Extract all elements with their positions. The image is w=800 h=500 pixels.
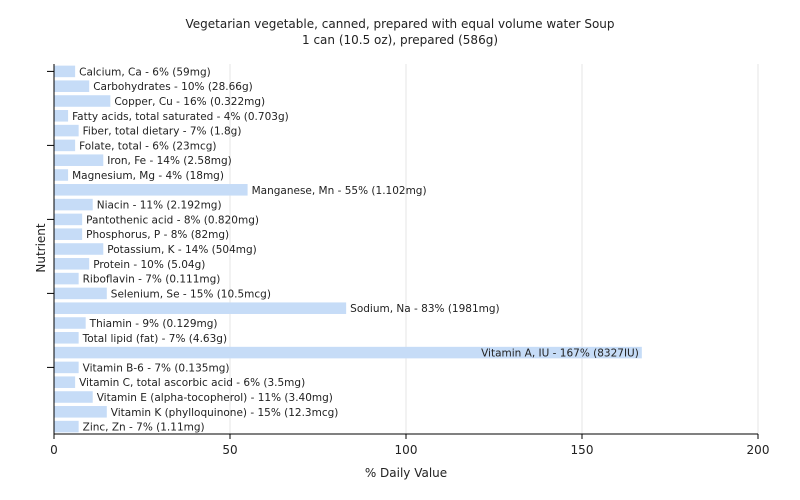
bar-11 <box>54 228 83 240</box>
bar-label-10: Pantothenic acid - 8% (0.820mg) <box>86 214 259 226</box>
bar-label-5: Folate, total - 6% (23mcg) <box>79 140 216 152</box>
bar-12 <box>54 243 104 255</box>
y-axis <box>47 64 55 434</box>
x-tick-label-200: 200 <box>747 443 770 457</box>
bar-label-24: Zinc, Zn - 7% (1.11mg) <box>83 422 205 434</box>
bar-22 <box>54 391 93 403</box>
bar-label-22: Vitamin E (alpha-tocopherol) - 11% (3.40… <box>97 392 333 404</box>
bar-label-4: Fiber, total dietary - 7% (1.8g) <box>83 126 242 138</box>
bar-16 <box>54 302 347 314</box>
bars: Calcium, Ca - 6% (59mg) Carbohydrates - 1… <box>54 65 642 434</box>
bar-label-13: Protein - 10% (5.04g) <box>93 259 205 271</box>
bar-label-14: Riboflavin - 7% (0.111mg) <box>83 274 221 286</box>
bar-14 <box>54 272 79 285</box>
bar-23 <box>54 406 107 418</box>
bar-label-19: Vitamin A, IU - 167% (8327IU) <box>481 348 639 360</box>
bar-7 <box>54 169 69 181</box>
chart-title: Vegetarian vegetable, canned, prepared w… <box>185 17 614 31</box>
x-tick-label-100: 100 <box>395 443 418 457</box>
bar-label-16: Sodium, Na - 83% (1981mg) <box>350 303 499 315</box>
bar-label-0: Calcium, Ca - 6% (59mg) <box>79 66 211 78</box>
bar-label-2: Copper, Cu - 16% (0.322mg) <box>114 96 265 108</box>
bar-17 <box>54 317 86 329</box>
bar-label-7: Magnesium, Mg - 4% (18mg) <box>72 170 224 182</box>
bar-label-21: Vitamin C, total ascorbic acid - 6% (3.5… <box>79 377 305 389</box>
chart-subtitle: 1 can (10.5 oz), prepared (586g) <box>302 33 498 47</box>
bar-label-3: Fatty acids, total saturated - 4% (0.703… <box>72 111 289 123</box>
x-tick-label-0: 0 <box>50 443 58 457</box>
bar-label-8: Manganese, Mn - 55% (1.102mg) <box>252 185 427 197</box>
y-axis-label: Nutrient <box>34 223 48 273</box>
bar-0 <box>54 65 76 78</box>
bar-label-12: Potassium, K - 14% (504mg) <box>107 244 257 256</box>
bar-9 <box>54 198 93 211</box>
bar-24 <box>54 420 79 433</box>
bar-1 <box>54 80 90 92</box>
bar-13 <box>54 258 90 270</box>
bar-2 <box>54 95 111 107</box>
bar-4 <box>54 124 79 137</box>
bar-8 <box>54 184 248 196</box>
bar-label-15: Selenium, Se - 15% (10.5mcg) <box>111 288 271 300</box>
bar-18 <box>54 332 79 344</box>
bar-label-18: Total lipid (fat) - 7% (4.63g) <box>82 333 227 345</box>
bar-label-17: Thiamin - 9% (0.129mg) <box>89 318 218 330</box>
bar-20 <box>54 361 79 374</box>
bar-label-1: Carbohydrates - 10% (28.66g) <box>93 81 253 93</box>
bar-label-23: Vitamin K (phylloquinone) - 15% (12.3mcg… <box>111 407 339 419</box>
bar-10 <box>54 213 83 226</box>
bar-label-11: Phosphorus, P - 8% (82mg) <box>86 229 229 241</box>
bar-label-20: Vitamin B-6 - 7% (0.135mg) <box>83 362 230 374</box>
bar-3 <box>54 110 69 122</box>
bar-21 <box>54 376 76 388</box>
x-axis: 0 50 100 150 200 <box>50 433 770 457</box>
bar-label-6: Iron, Fe - 14% (2.58mg) <box>107 155 231 167</box>
bar-6 <box>54 154 104 166</box>
bar-15 <box>54 287 107 300</box>
bar-5 <box>54 139 76 152</box>
x-tick-label-150: 150 <box>571 443 594 457</box>
bar-label-9: Niacin - 11% (2.192mg) <box>97 200 222 212</box>
gridlines <box>229 64 759 434</box>
x-tick-label-50: 50 <box>222 443 237 457</box>
x-axis-label: % Daily Value <box>365 466 447 480</box>
bar-19 <box>54 346 642 359</box>
